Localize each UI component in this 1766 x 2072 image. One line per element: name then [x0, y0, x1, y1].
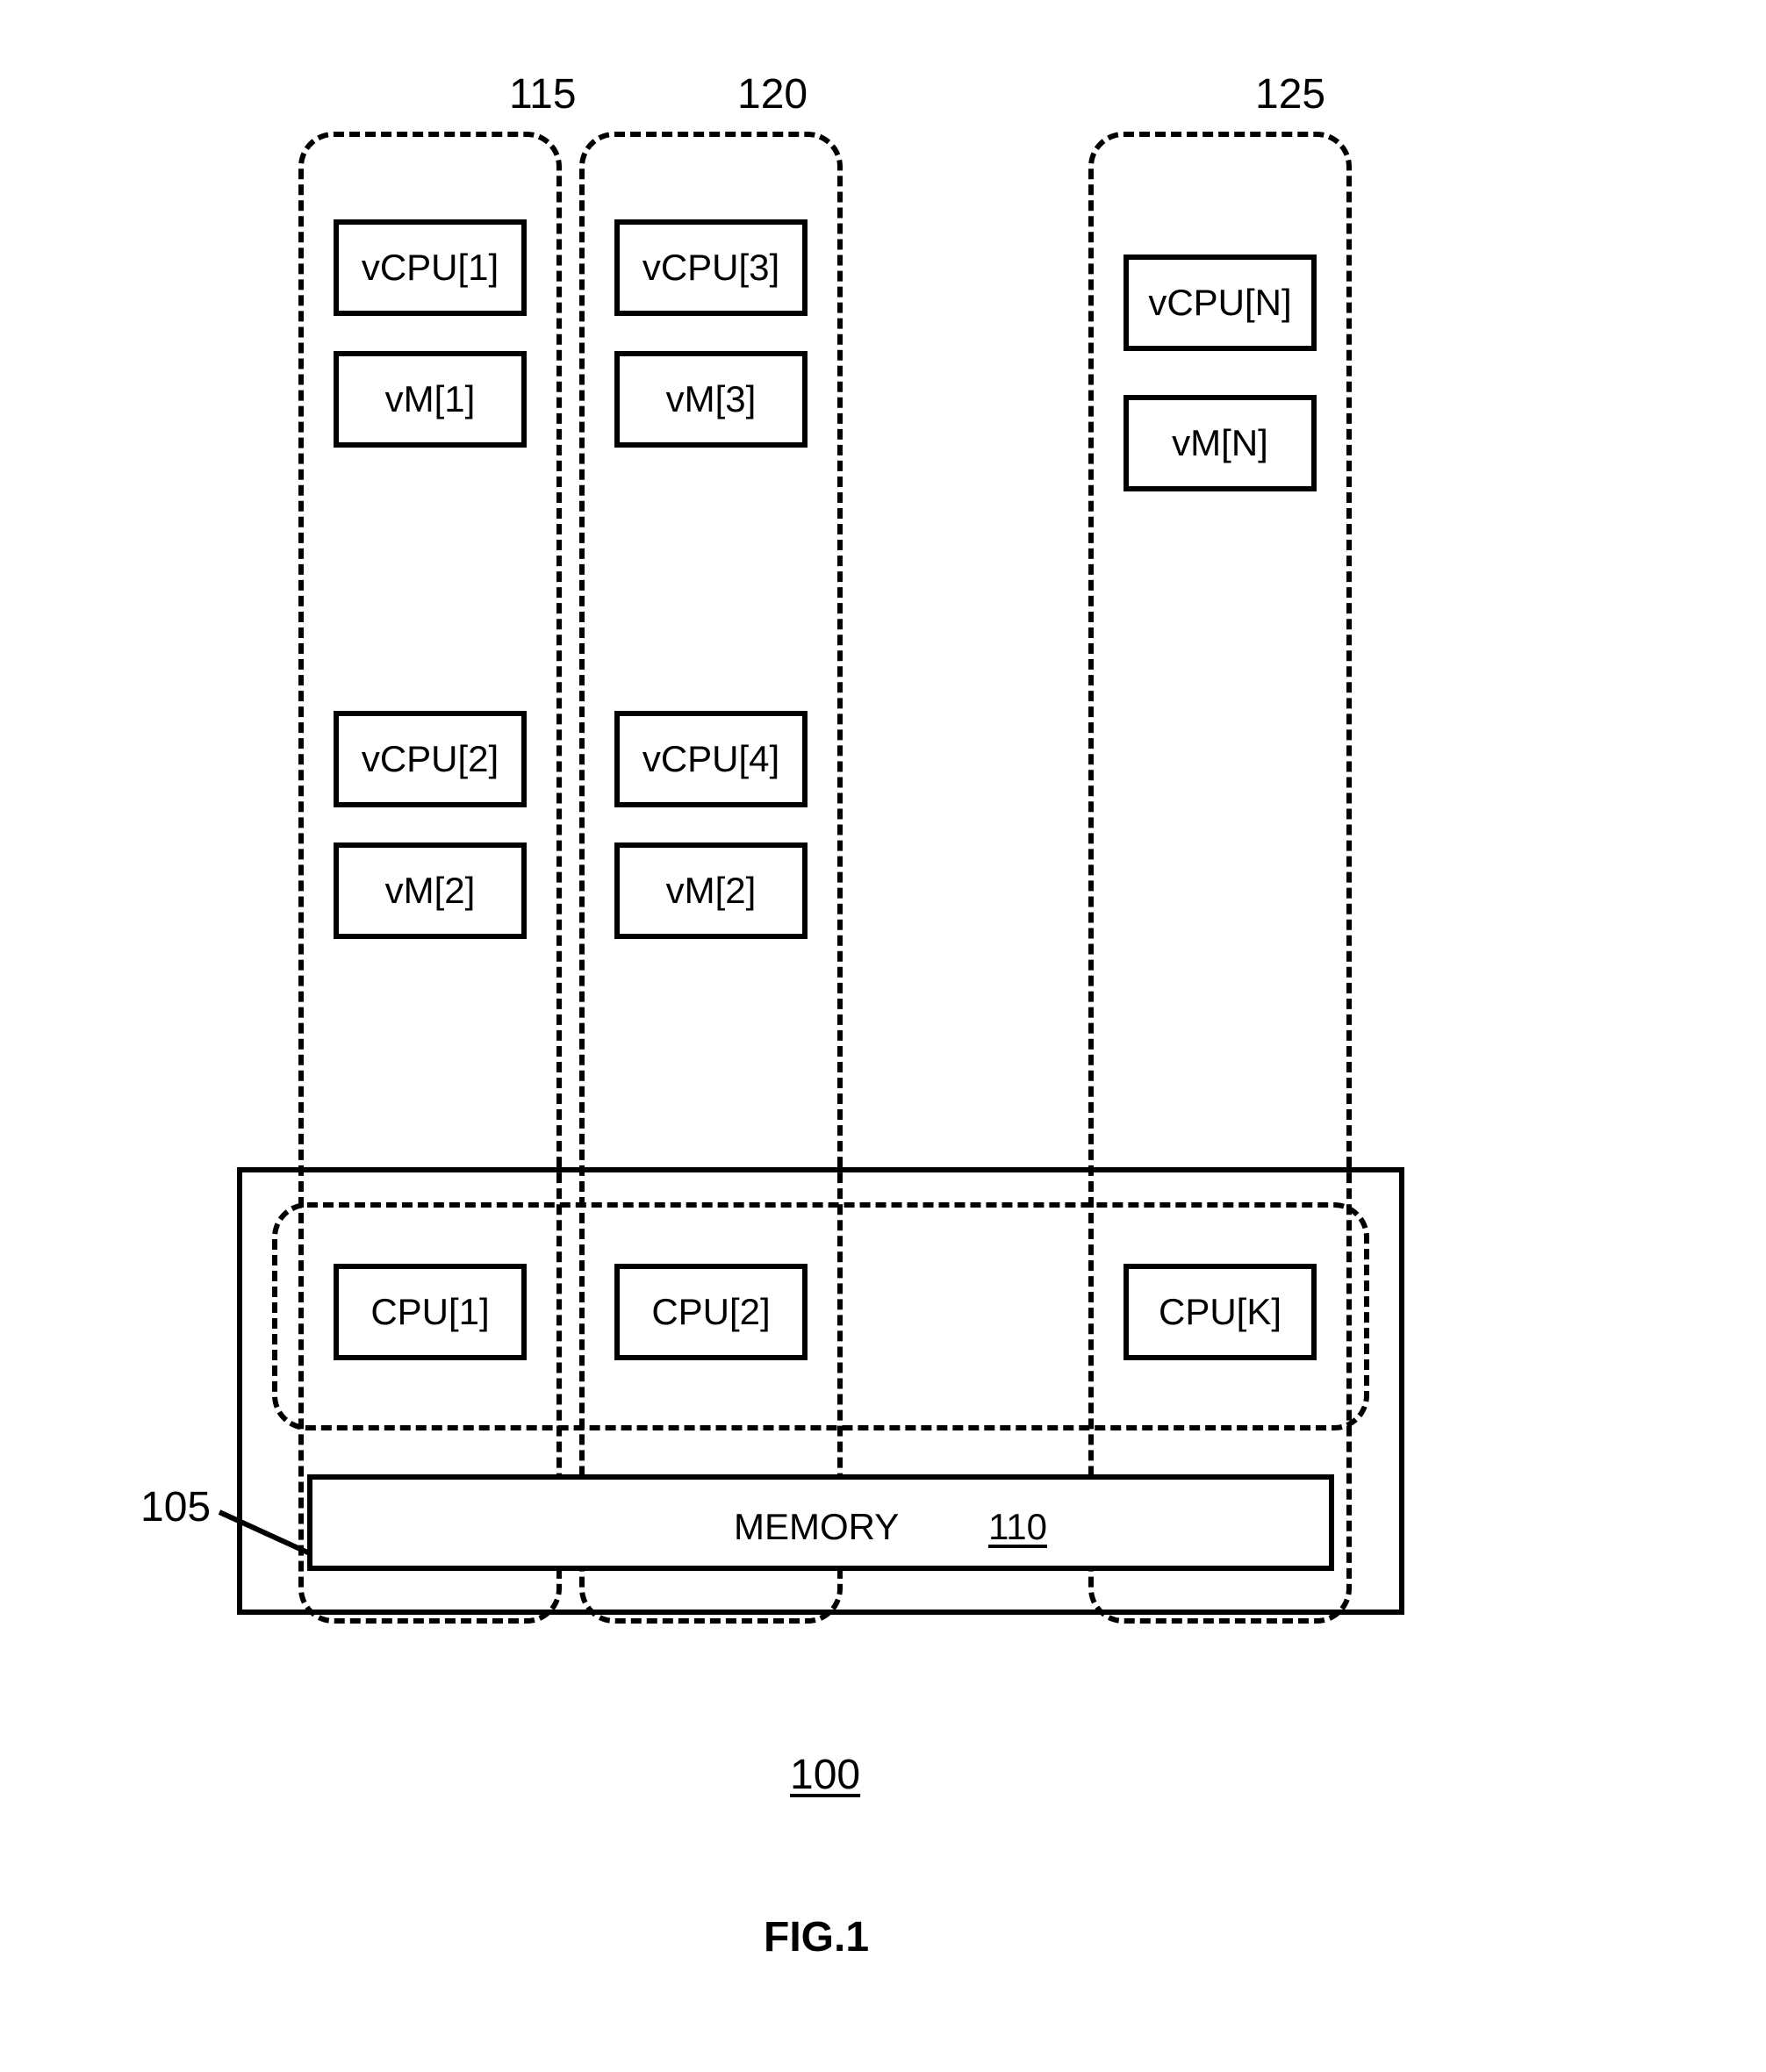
box-vm2a-label: vM[2] — [385, 870, 476, 912]
column-125 — [1088, 132, 1352, 1624]
box-vcpu3-label: vCPU[3] — [643, 247, 779, 289]
box-cpuK-label: CPU[K] — [1159, 1291, 1281, 1333]
memory-box: MEMORY 110 — [307, 1474, 1334, 1571]
box-vcpu1: vCPU[1] — [334, 219, 527, 316]
box-cpu2-label: CPU[2] — [651, 1291, 770, 1333]
box-vcpu3: vCPU[3] — [614, 219, 808, 316]
box-vmN: vM[N] — [1123, 395, 1317, 491]
callout-115: 115 — [509, 70, 577, 118]
box-vmN-label: vM[N] — [1172, 422, 1268, 464]
box-cpuK: CPU[K] — [1123, 1264, 1317, 1360]
box-cpu2: CPU[2] — [614, 1264, 808, 1360]
box-vcpuN-label: vCPU[N] — [1148, 282, 1291, 324]
box-vcpu2-label: vCPU[2] — [362, 738, 499, 780]
box-vm3: vM[3] — [614, 351, 808, 448]
box-vcpu2: vCPU[2] — [334, 711, 527, 807]
callout-120: 120 — [737, 70, 808, 118]
ref-100: 100 — [790, 1751, 860, 1799]
box-vm2b-label: vM[2] — [666, 870, 757, 912]
box-vcpuN: vCPU[N] — [1123, 255, 1317, 351]
figure-caption: FIG.1 — [764, 1913, 869, 1961]
memory-ref: 110 — [988, 1506, 1047, 1548]
box-vcpu4-label: vCPU[4] — [643, 738, 779, 780]
box-vm2a: vM[2] — [334, 842, 527, 939]
diagram-stage: 115 120 125 105 vCPU[1] vM[1] vCPU[2] vM… — [0, 0, 1766, 2072]
box-cpu1: CPU[1] — [334, 1264, 527, 1360]
box-vcpu4: vCPU[4] — [614, 711, 808, 807]
box-vm2b: vM[2] — [614, 842, 808, 939]
box-vm1: vM[1] — [334, 351, 527, 448]
callout-105: 105 — [140, 1483, 211, 1531]
box-vm1-label: vM[1] — [385, 378, 476, 420]
callout-125: 125 — [1255, 70, 1325, 118]
box-cpu1-label: CPU[1] — [370, 1291, 489, 1333]
box-vm3-label: vM[3] — [666, 378, 757, 420]
box-vcpu1-label: vCPU[1] — [362, 247, 499, 289]
memory-label: MEMORY — [734, 1506, 899, 1548]
